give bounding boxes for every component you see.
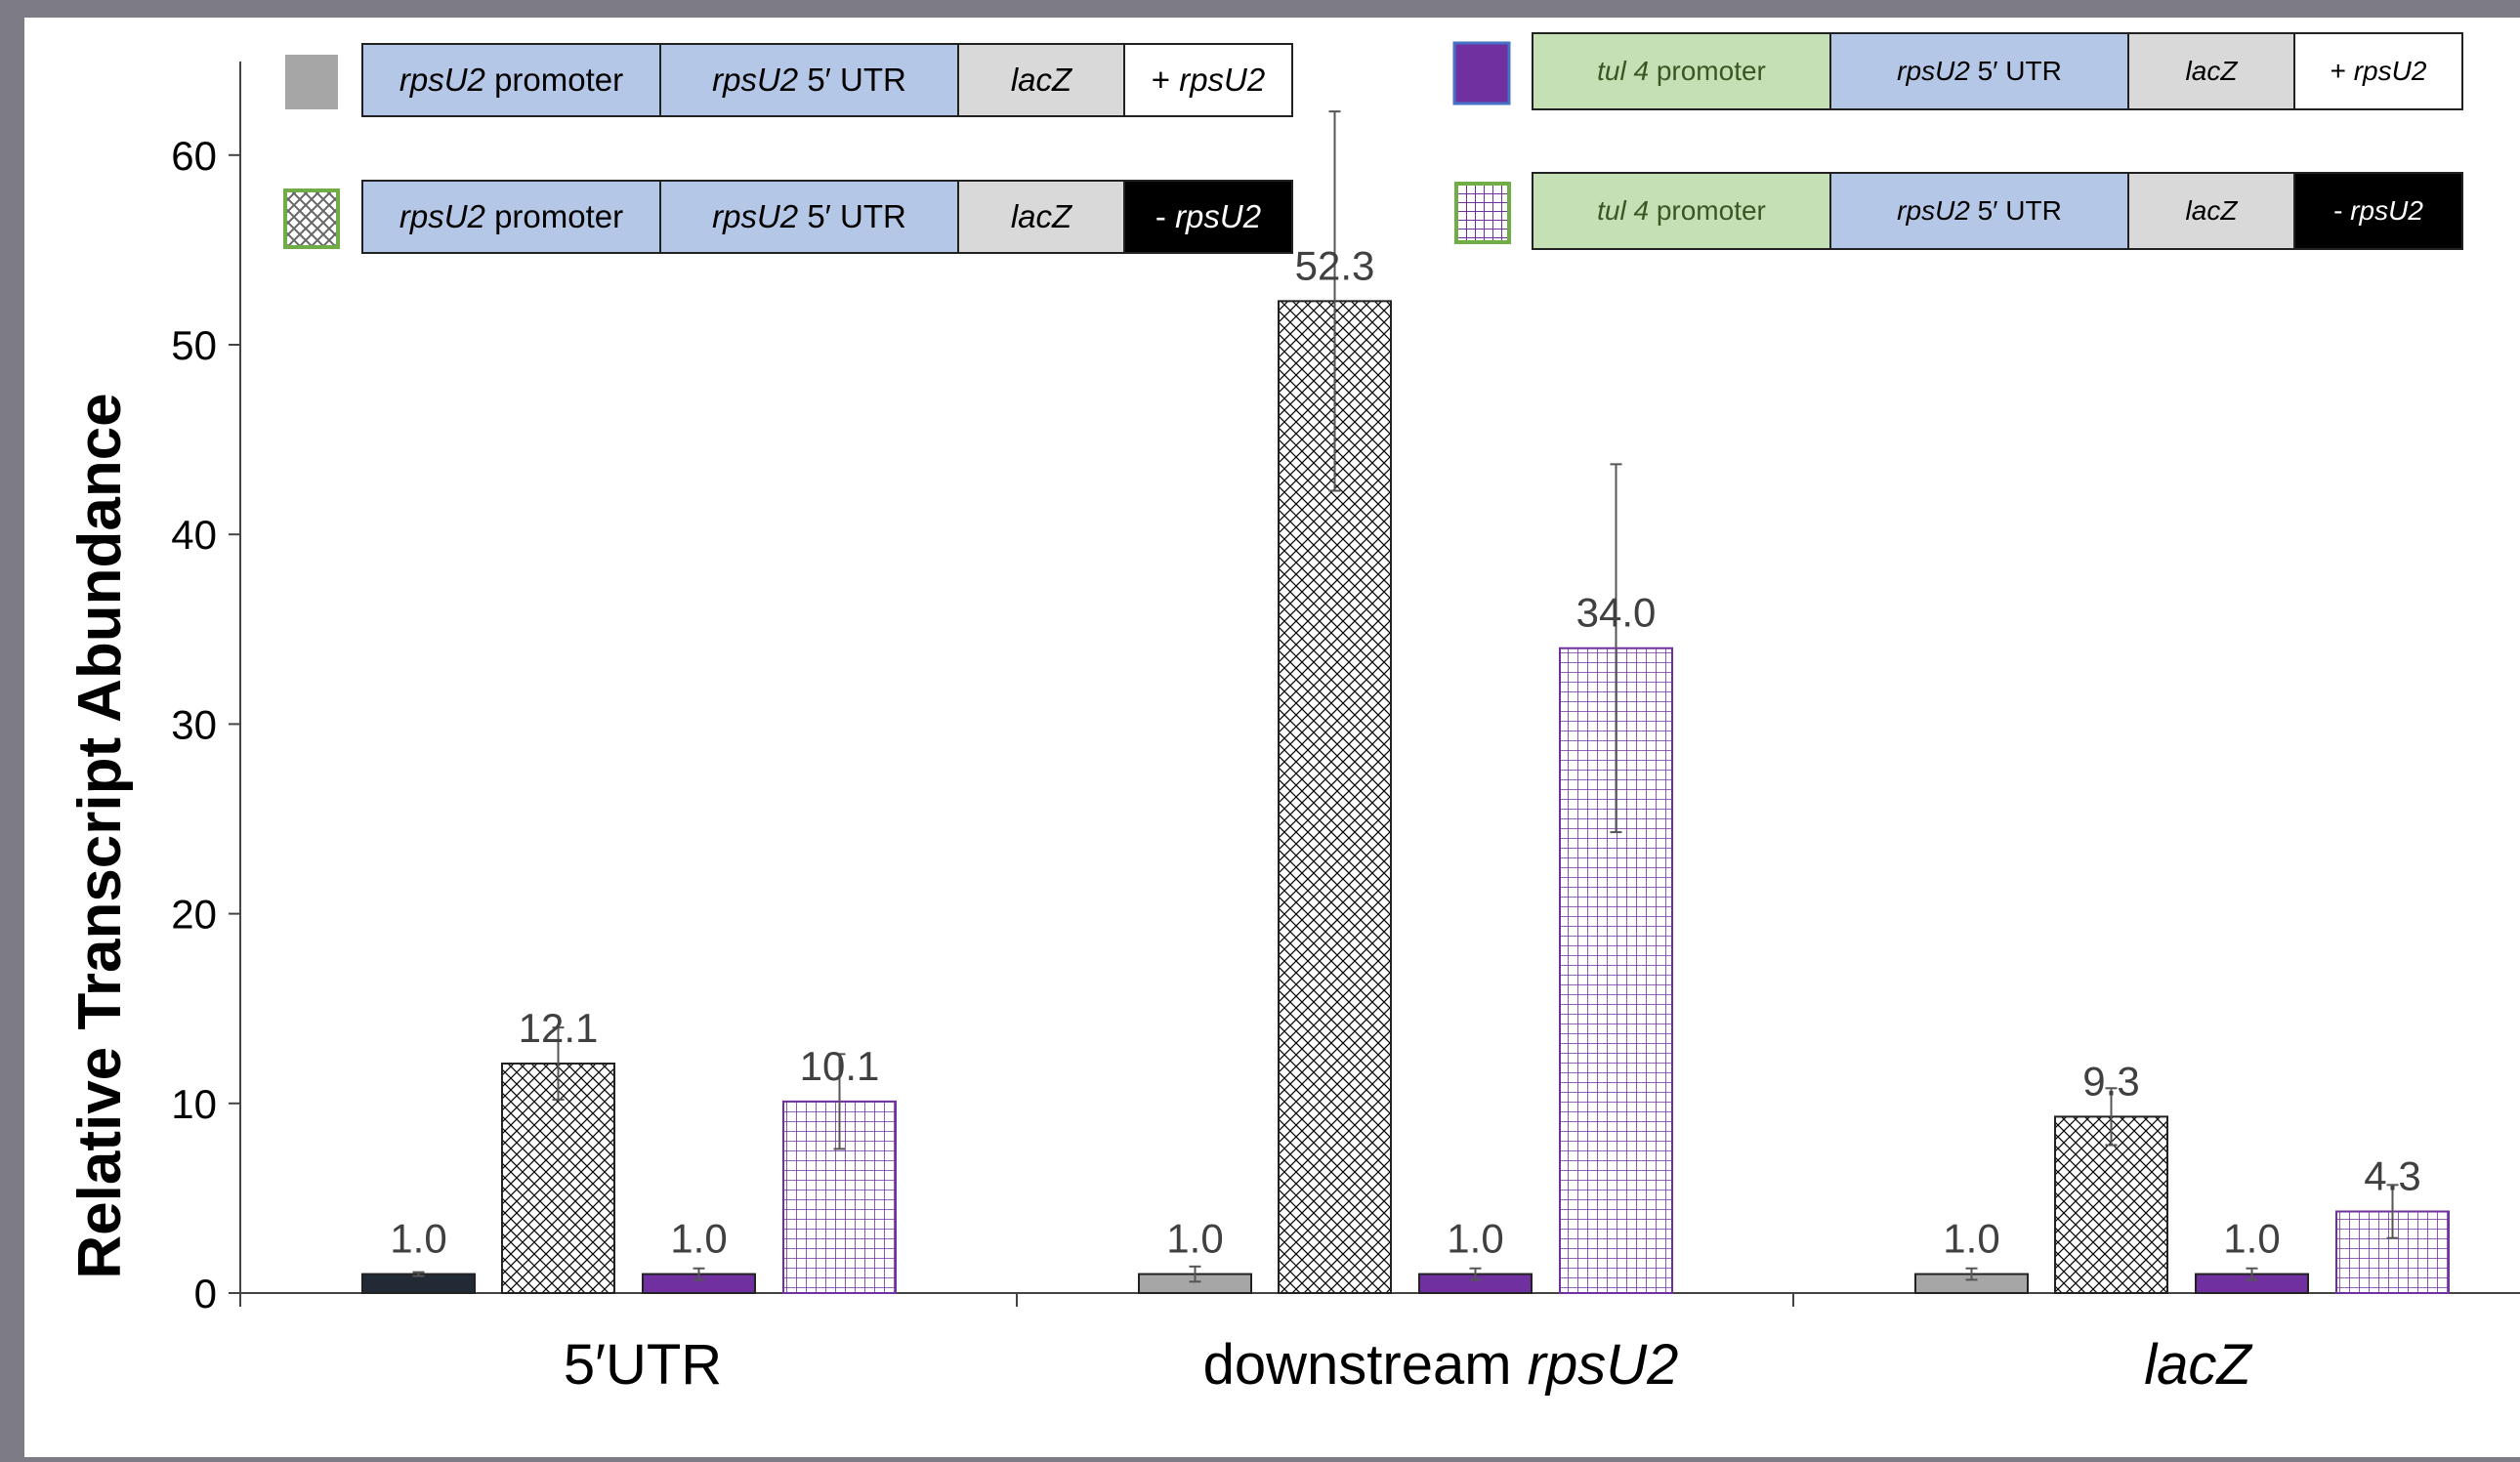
legend-segment: + rpsU2 (2295, 34, 2461, 108)
legend-swatch-gray (285, 55, 338, 109)
legend-segment: rpsU2 promoter (363, 182, 661, 252)
legend-swatch-grid (1454, 182, 1511, 244)
legend-segment: + rpsU2 (1125, 45, 1291, 115)
y-tick-label: 50 (171, 322, 217, 368)
legend-gene: rpsU2 (1175, 198, 1262, 234)
data-label: 52.3 (1295, 242, 1375, 288)
legend-text: 5′ UTR (798, 62, 906, 98)
legend-prefix: - (2333, 195, 2351, 226)
legend-segment: lacZ (959, 45, 1125, 115)
legend-segment: rpsU2 5′ UTR (661, 45, 959, 115)
legend-gene: rpsU2 (2350, 195, 2423, 226)
data-label: 1.0 (390, 1216, 446, 1262)
legend-segment: tul 4 promoter (1533, 34, 1831, 108)
y-tick-label: 60 (171, 133, 217, 179)
legend-text: 5′ UTR (1969, 56, 2062, 86)
bars (361, 110, 2450, 1295)
y-tick-label: 10 (171, 1081, 217, 1127)
data-label: 4.3 (2364, 1152, 2420, 1198)
legend-swatch-purple (1452, 41, 1511, 105)
legend-prefix: + (2330, 56, 2354, 86)
legend-segment: lacZ (2129, 174, 2295, 248)
data-label: 1.0 (670, 1216, 727, 1262)
data-label: 34.0 (1576, 590, 1657, 636)
y-axis-title: Relative Transcript Abundance (66, 393, 134, 1278)
legend-segment: rpsU2 5′ UTR (1831, 34, 2129, 108)
legend-text: 5′ UTR (1969, 195, 2062, 226)
legend-gene: lacZ (2185, 56, 2238, 86)
data-label: 1.0 (1943, 1216, 1999, 1262)
data-label: 10.1 (800, 1043, 880, 1089)
legend-entry-purple: tul 4 promoter rpsU2 5′ UTR lacZ + rpsU2 (1532, 32, 2463, 110)
bar-crosshatch-0 (501, 1063, 615, 1294)
data-label: 9.3 (2082, 1058, 2139, 1104)
legend-entry-gray: rpsU2 promoter rpsU2 5′ UTR lacZ + rpsU2 (361, 43, 1293, 117)
legend-gene: rpsU2 (399, 62, 485, 98)
legend-segment: rpsU2 5′ UTR (1831, 174, 2129, 248)
legend-gene: rpsU2 (712, 198, 799, 234)
y-tick-label: 0 (194, 1271, 217, 1316)
data-label: 12.1 (519, 1005, 599, 1051)
legend-gene: tul 4 (1597, 195, 1650, 226)
legend-segment: lacZ (959, 182, 1125, 252)
legend-gene: rpsU2 (1897, 56, 1970, 86)
legend-segment: rpsU2 5′ UTR (661, 182, 959, 252)
legend-segment: - rpsU2 (1125, 182, 1291, 252)
legend-entry-crosshatch: rpsU2 promoter rpsU2 5′ UTR lacZ - rpsU2 (361, 180, 1293, 254)
bar-chart: 0 10 20 30 40 50 60 Relative Transcript Abundan… (66, 41, 2520, 1397)
data-label: 1.0 (1447, 1216, 1503, 1262)
legend-text: promoter (484, 198, 624, 234)
legend-text: promoter (1649, 56, 1766, 86)
legend-segment: rpsU2 promoter (363, 45, 661, 115)
legend-segment: tul 4 promoter (1533, 174, 1831, 248)
legend-swatches (283, 41, 1511, 249)
legend-gene: rpsU2 (2353, 56, 2427, 86)
legend-prefix: + (1151, 62, 1180, 98)
data-label: 1.0 (1166, 1216, 1223, 1262)
y-tick-label: 30 (171, 701, 217, 747)
axes: 0 10 20 30 40 50 60 Relative Transcript Abundan… (66, 62, 2520, 1397)
legend-gene: lacZ (2185, 195, 2238, 226)
x-category-label: downstream rpsU2 (1203, 1333, 1679, 1397)
chart-canvas: 0 10 20 30 40 50 60 Relative Transcript Abundan… (24, 18, 2520, 1457)
legend-prefix: - (1155, 198, 1176, 234)
legend-segment: - rpsU2 (2295, 174, 2461, 248)
legend-text: 5′ UTR (798, 198, 906, 234)
legend-gene: tul 4 (1597, 56, 1650, 86)
legend-swatch-crosshatch (283, 188, 340, 249)
legend-gene: rpsU2 (1179, 62, 1266, 98)
data-label: 1.0 (2223, 1216, 2280, 1262)
legend-gene: lacZ (1010, 62, 1072, 98)
legend-gene: lacZ (1010, 198, 1072, 234)
legend-gene: rpsU2 (712, 62, 799, 98)
legend-segment: lacZ (2129, 34, 2295, 108)
y-tick-label: 20 (171, 892, 217, 938)
x-category-label: 5′UTR (564, 1333, 722, 1397)
legend-text: promoter (484, 62, 624, 98)
legend-entry-grid: tul 4 promoter rpsU2 5′ UTR lacZ - rpsU2 (1532, 172, 2463, 250)
y-tick-label: 40 (171, 512, 217, 558)
legend-text: promoter (1649, 195, 1766, 226)
x-category-label: lacZ (2144, 1333, 2253, 1397)
data-labels: 1.0 1.0 1.0 12.1 52.3 9.3 1.0 1.0 1.0 10.1 34.0 4.3 (390, 242, 2420, 1261)
legend-gene: rpsU2 (399, 198, 485, 234)
legend-gene: rpsU2 (1897, 195, 1970, 226)
